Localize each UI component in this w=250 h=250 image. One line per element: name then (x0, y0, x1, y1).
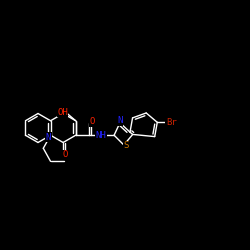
Text: OH: OH (57, 108, 68, 116)
Text: NH: NH (96, 131, 106, 140)
Text: O: O (62, 150, 68, 159)
Text: Br: Br (166, 118, 177, 127)
Text: N: N (46, 133, 51, 142)
Text: S: S (123, 142, 128, 150)
Text: N: N (117, 116, 122, 125)
Text: O: O (89, 118, 94, 126)
